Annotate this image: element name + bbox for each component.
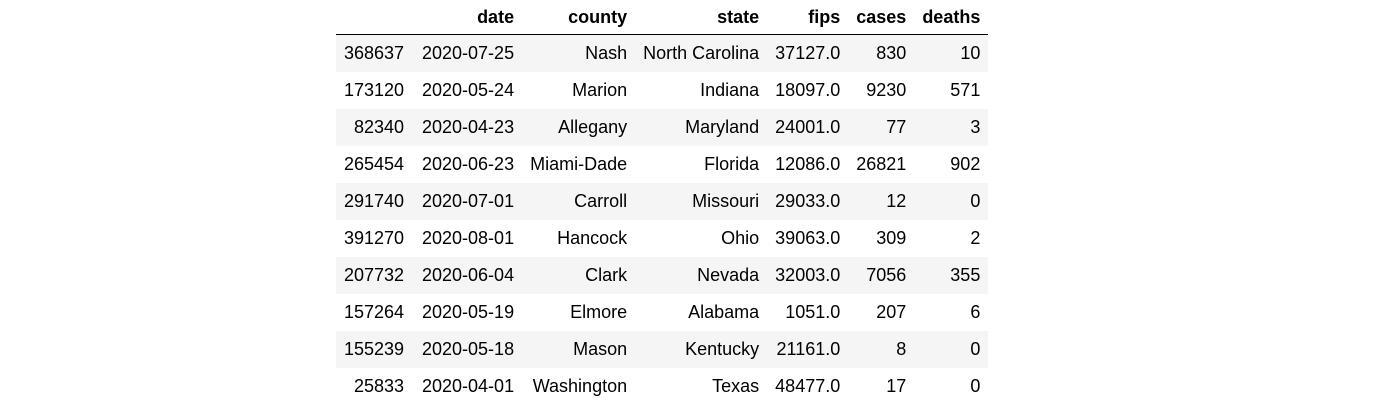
- header-fips: fips: [767, 0, 849, 35]
- table-row: 291740 2020-07-01 Carroll Missouri 29033.0 12…: [336, 182, 989, 220]
- cell-index: 391270: [344, 227, 405, 248]
- cell-county: Allegany: [558, 116, 628, 137]
- table-row: 25833 2020-04-01 Washington Texas 48477.0 17 0: [336, 367, 989, 405]
- cell-date: 2020-04-01: [422, 375, 515, 396]
- cell-state: Nevada: [697, 264, 760, 285]
- cell-fips: 37127.0: [775, 42, 841, 63]
- cell-date: 2020-05-18: [422, 338, 515, 359]
- cell-date: 2020-06-23: [422, 153, 515, 174]
- cell-cases: 7056: [866, 264, 907, 285]
- cell-fips: 18097.0: [775, 79, 841, 100]
- cell-state: Texas: [712, 375, 760, 396]
- cell-state: Maryland: [685, 116, 760, 137]
- cell-index: 265454: [344, 153, 405, 174]
- cell-date: 2020-06-04: [422, 264, 515, 285]
- cell-state: Missouri: [692, 190, 760, 211]
- cell-state: Indiana: [700, 79, 760, 100]
- cell-fips: 29033.0: [775, 190, 841, 211]
- cell-date: 2020-04-23: [422, 116, 515, 137]
- table-header: date county state fips cases deaths: [336, 0, 989, 35]
- cell-fips: 39063.0: [775, 227, 841, 248]
- cell-fips: 48477.0: [775, 375, 841, 396]
- cell-state: North Carolina: [643, 42, 760, 63]
- cell-cases: 12: [886, 190, 907, 211]
- cell-date: 2020-05-19: [422, 301, 515, 322]
- cell-date: 2020-07-01: [422, 190, 515, 211]
- table-row: 155239 2020-05-18 Mason Kentucky 21161.0 8 0: [336, 330, 989, 368]
- header-index: [336, 0, 413, 35]
- cell-index: 368637: [344, 42, 405, 63]
- cell-cases: 309: [876, 227, 907, 248]
- cell-cases: 26821: [856, 153, 907, 174]
- cell-county: Clark: [585, 264, 628, 285]
- cell-deaths: 3: [970, 116, 981, 137]
- cell-index: 155239: [344, 338, 405, 359]
- cell-date: 2020-05-24: [422, 79, 515, 100]
- cell-index: 157264: [344, 301, 405, 322]
- cell-cases: 77: [886, 116, 907, 137]
- cell-fips: 32003.0: [775, 264, 841, 285]
- cell-date: 2020-07-25: [422, 42, 515, 63]
- table-body: 368637 2020-07-25 Nash North Carolina 37127.…: [336, 34, 989, 405]
- table-row: 207732 2020-06-04 Clark Nevada 32003.0 7056 35…: [336, 256, 989, 294]
- cell-fips: 24001.0: [775, 116, 841, 137]
- cell-index: 291740: [344, 190, 405, 211]
- header-date: date: [412, 0, 523, 35]
- cell-cases: 830: [876, 42, 907, 63]
- header-deaths: deaths: [914, 0, 989, 35]
- cell-index: 173120: [344, 79, 405, 100]
- cell-county: Mason: [573, 338, 628, 359]
- cell-state: Kentucky: [685, 338, 760, 359]
- header-cases: cases: [848, 0, 915, 35]
- table-row: 82340 2020-04-23 Allegany Maryland 24001.0 77…: [336, 108, 989, 146]
- cell-county: Miami-Dade: [530, 153, 628, 174]
- cell-state: Florida: [704, 153, 760, 174]
- cell-state: Alabama: [688, 301, 760, 322]
- cell-cases: 17: [886, 375, 907, 396]
- cell-index: 25833: [354, 375, 405, 396]
- cell-deaths: 355: [950, 264, 981, 285]
- data-table: date county state fips cases deaths 3686…: [336, 0, 989, 405]
- cell-deaths: 0: [970, 338, 981, 359]
- cell-deaths: 6: [970, 301, 981, 322]
- cell-deaths: 571: [950, 79, 981, 100]
- cell-deaths: 2: [970, 227, 981, 248]
- cell-deaths: 10: [960, 42, 981, 63]
- cell-county: Hancock: [557, 227, 628, 248]
- cell-county: Elmore: [570, 301, 628, 322]
- cell-county: Carroll: [574, 190, 628, 211]
- cell-county: Marion: [572, 79, 628, 100]
- cell-cases: 8: [896, 338, 907, 359]
- cell-date: 2020-08-01: [422, 227, 515, 248]
- header-row: date county state fips cases deaths: [336, 0, 989, 35]
- cell-cases: 9230: [866, 79, 907, 100]
- cell-index: 82340: [354, 116, 405, 137]
- dataframe-output: date county state fips cases deaths 3686…: [336, 0, 989, 405]
- cell-state: Ohio: [721, 227, 760, 248]
- table-row: 173120 2020-05-24 Marion Indiana 18097.0 9230…: [336, 71, 989, 109]
- table-row: 265454 2020-06-23 Miami-Dade Florida 12086.0…: [336, 145, 989, 183]
- table-row: 391270 2020-08-01 Hancock Ohio 39063.0 309 2: [336, 219, 989, 257]
- cell-cases: 207: [876, 301, 907, 322]
- cell-deaths: 0: [970, 190, 981, 211]
- cell-deaths: 902: [950, 153, 981, 174]
- cell-fips: 12086.0: [775, 153, 841, 174]
- cell-deaths: 0: [970, 375, 981, 396]
- header-county: county: [522, 0, 636, 35]
- cell-fips: 21161.0: [776, 338, 841, 359]
- header-state: state: [635, 0, 768, 35]
- cell-county: Washington: [532, 375, 628, 396]
- cell-fips: 1051.0: [785, 301, 841, 322]
- table-row: 157264 2020-05-19 Elmore Alabama 1051.0 207 6: [336, 293, 989, 331]
- cell-county: Nash: [585, 42, 628, 63]
- cell-index: 207732: [344, 264, 405, 285]
- table-row: 368637 2020-07-25 Nash North Carolina 37127.…: [336, 34, 989, 72]
